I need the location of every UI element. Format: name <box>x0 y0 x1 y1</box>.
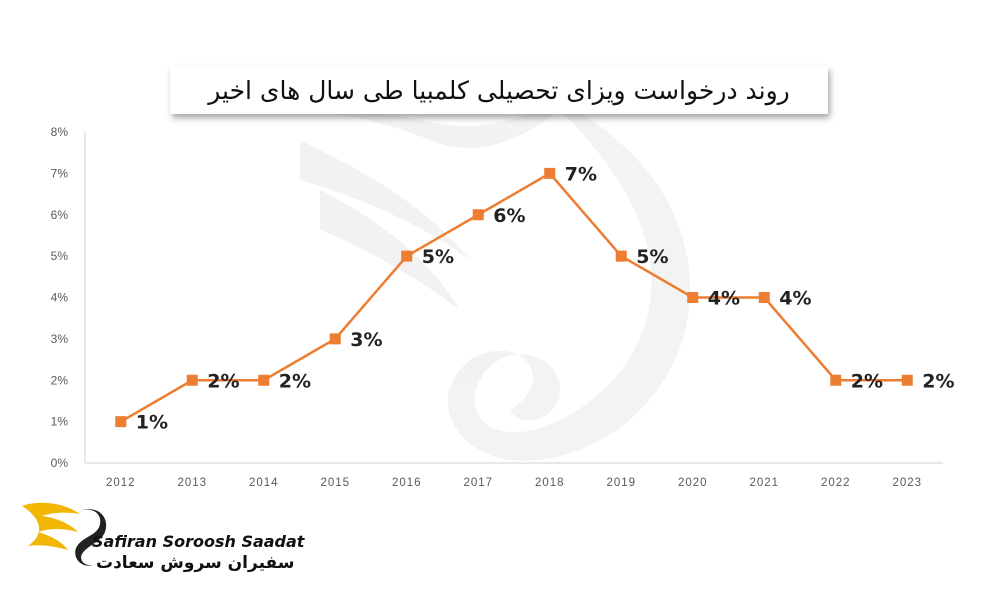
y-tick-label: 8% <box>51 125 69 139</box>
data-point-marker <box>544 167 556 179</box>
x-tick-label: 2012 <box>106 477 136 489</box>
data-point-marker <box>401 250 413 262</box>
data-point-marker <box>186 374 198 386</box>
data-point-marker <box>115 416 127 428</box>
watermark-wing-icon <box>280 100 690 461</box>
series-line <box>120 171 908 423</box>
data-label: 2% <box>922 370 954 392</box>
x-tick-label: 2017 <box>463 477 493 489</box>
x-tick-label: 2020 <box>678 477 708 489</box>
y-tick-label: 6% <box>51 208 69 222</box>
data-label: 6% <box>493 205 525 227</box>
x-tick-label: 2014 <box>249 477 279 489</box>
logo-text-fa: سفیران سروش سعادت <box>96 553 295 573</box>
chart-title: روند درخواست ویزای تحصیلی کلمبیا طی سال … <box>170 66 828 114</box>
data-label: 4% <box>708 288 740 310</box>
data-label: 5% <box>636 246 668 268</box>
data-label: 3% <box>350 329 382 351</box>
data-point-marker <box>758 292 770 303</box>
x-tick-label: 2022 <box>821 477 851 489</box>
data-label: 4% <box>779 288 811 310</box>
data-label: 2% <box>851 370 883 392</box>
data-point-marker <box>258 374 270 386</box>
data-point-marker <box>329 333 341 345</box>
data-point-marker <box>472 209 484 221</box>
x-tick-label: 2019 <box>606 477 636 489</box>
y-tick-label: 3% <box>51 332 69 346</box>
x-tick-label: 2016 <box>392 477 422 489</box>
x-tick-label: 2023 <box>892 477 922 489</box>
y-tick-label: 2% <box>51 373 69 387</box>
data-point-marker <box>830 374 842 386</box>
data-label: 2% <box>207 370 239 392</box>
data-label: 7% <box>565 163 597 185</box>
y-tick-label: 4% <box>51 291 69 305</box>
x-tick-label: 2018 <box>535 477 565 489</box>
y-tick-label: 1% <box>51 415 69 429</box>
x-tick-label: 2013 <box>177 477 207 489</box>
data-label: 1% <box>136 412 168 434</box>
x-tick-label: 2015 <box>320 477 350 489</box>
logo-wing-icon <box>22 502 107 566</box>
y-tick-label: 7% <box>51 166 69 180</box>
data-point-marker <box>901 374 913 386</box>
data-point-marker <box>615 250 627 262</box>
data-point-marker <box>687 292 699 303</box>
data-label: 2% <box>279 370 311 392</box>
y-tick-label: 0% <box>51 456 69 470</box>
data-label: 5% <box>422 246 454 268</box>
logo-text-en: Safiran Soroosh Saadat <box>92 532 305 551</box>
y-tick-label: 5% <box>51 249 69 263</box>
x-tick-label: 2021 <box>749 477 779 489</box>
